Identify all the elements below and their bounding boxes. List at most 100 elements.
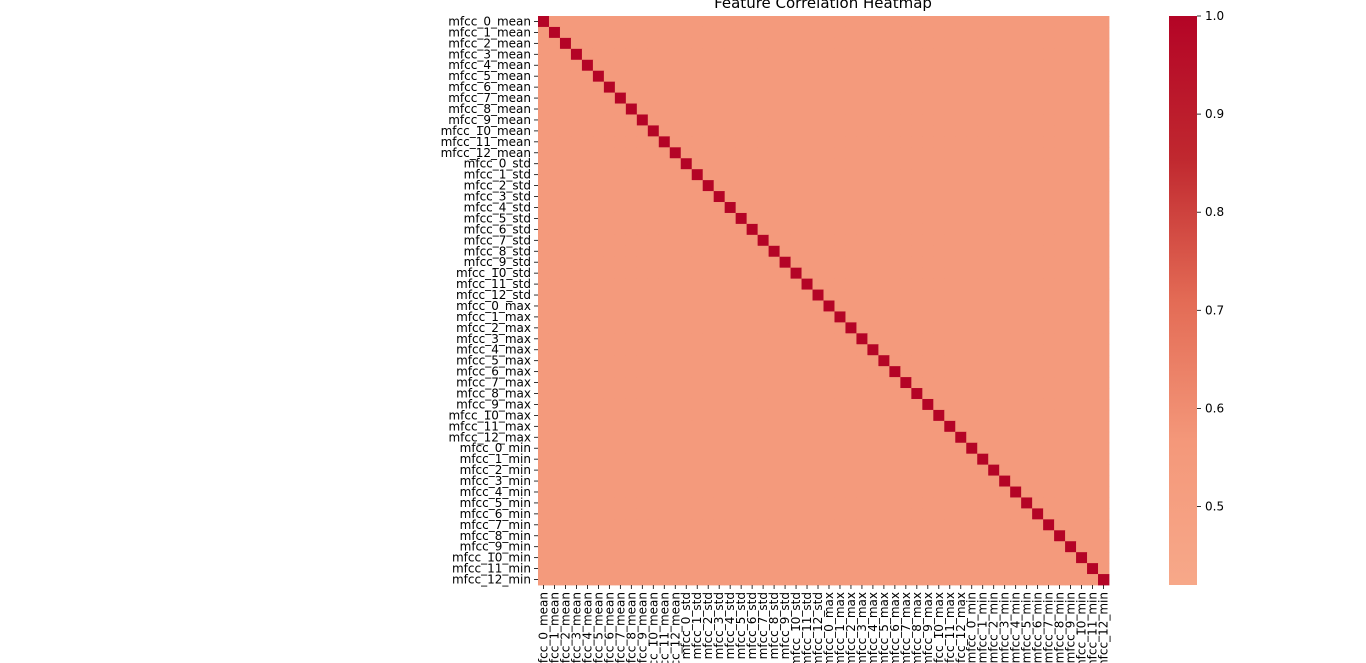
- heatmap-cell: [735, 388, 748, 400]
- heatmap-cell: [713, 147, 726, 159]
- heatmap-cell: [1087, 388, 1099, 400]
- heatmap-cell: [548, 234, 561, 247]
- heatmap-cell: [746, 530, 759, 542]
- heatmap-cell: [911, 552, 923, 564]
- heatmap-cell: [834, 212, 846, 225]
- heatmap-cell: [1054, 81, 1066, 93]
- heatmap-cell: [1032, 223, 1044, 236]
- heatmap-cell: [746, 234, 759, 247]
- heatmap-cell: [680, 366, 693, 378]
- heatmap-cell: [966, 81, 978, 93]
- heatmap-cell: [538, 355, 550, 367]
- heatmap-cell: [955, 223, 967, 236]
- heatmap-cell: [603, 37, 616, 50]
- heatmap-cell: [801, 464, 813, 476]
- heatmap-cell: [592, 191, 605, 203]
- heatmap-cell: [570, 431, 583, 444]
- y-tick-label: mfcc_10_max: [448, 408, 531, 422]
- heatmap-cell: [878, 136, 890, 148]
- heatmap-cell: [823, 530, 835, 542]
- heatmap-cell: [878, 202, 890, 214]
- heatmap-cell: [1087, 245, 1099, 258]
- heatmap-cell: [801, 59, 813, 72]
- heatmap-cell: [658, 37, 671, 50]
- heatmap-cell: [1065, 398, 1077, 411]
- heatmap-cell: [614, 497, 627, 509]
- heatmap-cell: [581, 267, 594, 280]
- heatmap-cell: [570, 114, 583, 126]
- heatmap-cell: [647, 300, 660, 312]
- heatmap-cell: [966, 322, 978, 334]
- heatmap-cell: [713, 267, 726, 280]
- heatmap-cell: [977, 169, 989, 181]
- heatmap-cell: [834, 519, 846, 531]
- x-tick-label: mfcc_4_mean: [580, 592, 594, 663]
- heatmap-cell: [911, 388, 923, 400]
- heatmap-cell: [1043, 420, 1055, 433]
- heatmap-cell: [790, 420, 802, 433]
- heatmap-cell: [1021, 388, 1033, 400]
- heatmap-cell: [757, 420, 769, 433]
- heatmap-cell: [1054, 311, 1066, 323]
- heatmap-cell: [713, 366, 726, 378]
- heatmap-cell: [691, 475, 704, 487]
- heatmap-cell: [1054, 519, 1066, 531]
- heatmap-cell: [592, 322, 605, 334]
- heatmap-cell: [823, 289, 835, 301]
- heatmap-cell: [812, 409, 824, 422]
- heatmap-cell: [779, 70, 791, 83]
- heatmap-cell: [889, 180, 901, 192]
- x-tick-label: mfcc_7_min: [1042, 592, 1056, 663]
- heatmap-cell: [1065, 300, 1077, 312]
- heatmap-cell: [900, 388, 912, 400]
- heatmap-cell: [779, 256, 791, 269]
- heatmap-cell: [757, 59, 769, 72]
- heatmap-cell: [548, 256, 561, 269]
- heatmap-cell: [911, 92, 923, 104]
- heatmap-cell: [1043, 147, 1055, 159]
- heatmap-cell: [1054, 398, 1066, 411]
- heatmap-cell: [614, 92, 627, 104]
- heatmap-cell: [889, 453, 901, 466]
- heatmap-cell: [680, 552, 693, 564]
- heatmap-cell: [559, 541, 572, 553]
- heatmap-cell: [1043, 202, 1055, 214]
- heatmap-cell: [911, 574, 923, 586]
- heatmap-cell: [988, 322, 1000, 334]
- heatmap-cell: [735, 70, 748, 83]
- heatmap-cell: [713, 322, 726, 334]
- heatmap-cell: [768, 300, 780, 312]
- heatmap-cell: [1087, 59, 1099, 72]
- heatmap-cell: [658, 377, 671, 389]
- heatmap-cell: [1032, 202, 1044, 214]
- heatmap-cell: [1098, 388, 1110, 400]
- heatmap-cell: [538, 563, 550, 575]
- heatmap-cell: [1087, 48, 1099, 61]
- heatmap-cell: [779, 59, 791, 72]
- heatmap-cell: [966, 26, 978, 39]
- heatmap-cell: [944, 267, 956, 280]
- heatmap-cell: [702, 256, 715, 269]
- heatmap-cell: [658, 92, 671, 104]
- heatmap-cell: [966, 464, 978, 476]
- heatmap-cell: [1043, 519, 1055, 531]
- heatmap-cell: [548, 70, 561, 83]
- heatmap-cell: [845, 103, 857, 115]
- heatmap-cell: [1076, 26, 1088, 39]
- heatmap-cell: [845, 355, 857, 367]
- heatmap-cell: [691, 508, 704, 520]
- heatmap-cell: [944, 180, 956, 192]
- heatmap-cell: [559, 114, 572, 126]
- heatmap-cell: [1032, 464, 1044, 476]
- heatmap-cell: [900, 333, 912, 345]
- heatmap-cell: [922, 92, 934, 104]
- heatmap-cell: [724, 563, 737, 575]
- heatmap-cell: [966, 256, 978, 269]
- heatmap-cell: [548, 92, 561, 104]
- heatmap-cell: [1065, 245, 1077, 258]
- heatmap-cell: [735, 552, 748, 564]
- heatmap-cell: [779, 245, 791, 258]
- heatmap-cell: [1032, 92, 1044, 104]
- heatmap-cell: [977, 70, 989, 83]
- heatmap-cell: [548, 398, 561, 411]
